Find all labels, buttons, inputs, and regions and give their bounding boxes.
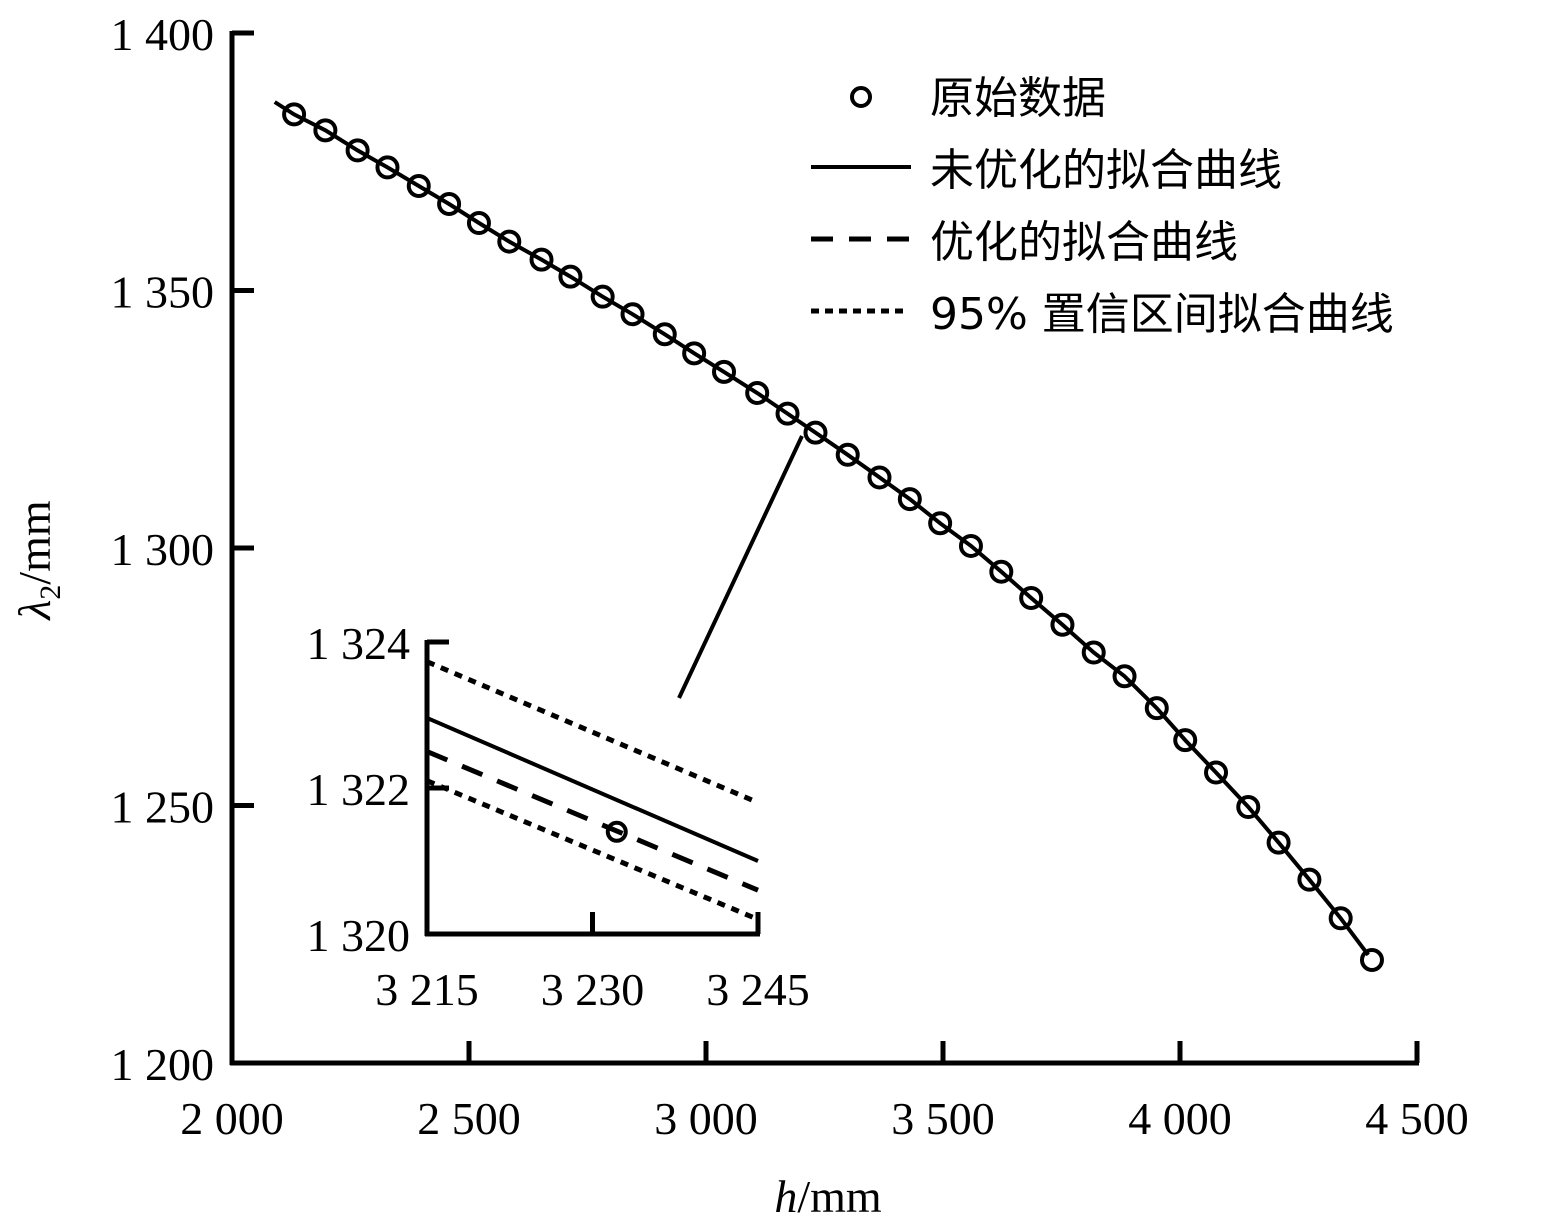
- data-point-marker: [345, 138, 370, 163]
- y-tick-label: 1 250: [111, 782, 215, 833]
- inset-series: [426, 659, 759, 922]
- inset-dashed-line: [426, 749, 759, 893]
- y-tick-label: 1 350: [111, 267, 215, 318]
- data-point-marker: [375, 155, 400, 180]
- legend-item-optimized-fit: 优化的拟合曲线: [811, 217, 1238, 268]
- x-tick-label: 4 500: [1365, 1093, 1469, 1144]
- data-point-marker: [1050, 612, 1075, 637]
- y-tick-label: 1 400: [111, 9, 215, 60]
- inset-y-tick-label: 1 320: [307, 910, 411, 961]
- legend-item-raw-data: 原始数据: [850, 73, 1106, 124]
- data-point-marker: [1266, 830, 1291, 855]
- x-axis-label: h/mm: [774, 1171, 882, 1222]
- x-tick-label: 4 000: [1128, 1093, 1232, 1144]
- data-point-marker: [958, 533, 983, 558]
- circle-marker-icon: [850, 86, 872, 108]
- x-tick-label: 3 500: [891, 1093, 995, 1144]
- y-tick-label: 1 200: [111, 1039, 215, 1090]
- data-point-marker: [313, 118, 338, 143]
- inset-x-tick-label: 3 245: [706, 964, 810, 1015]
- data-point-marker: [745, 380, 770, 405]
- inset-solid-line: [426, 716, 759, 863]
- data-point-marker: [775, 401, 800, 426]
- data-point-marker: [928, 511, 953, 536]
- data-point-marker: [406, 173, 431, 198]
- data-point-marker: [590, 284, 615, 309]
- data-point-marker: [1204, 760, 1229, 785]
- data-point-marker: [620, 302, 645, 327]
- legend-label: 优化的拟合曲线: [930, 217, 1238, 268]
- data-point-marker: [712, 359, 737, 384]
- inset-dotted-line: [426, 659, 759, 805]
- data-point-marker: [529, 247, 554, 272]
- y-tick-label: 1 300: [111, 524, 215, 575]
- data-point-marker: [1359, 948, 1384, 972]
- data-point-marker: [558, 264, 583, 289]
- data-point-marker: [497, 229, 522, 254]
- zoom-callout-line: [677, 435, 804, 699]
- data-point-marker: [1144, 696, 1169, 721]
- inset-data-point-marker: [605, 820, 628, 843]
- inset-y-tick-label: 1 324: [307, 618, 411, 669]
- data-point-marker: [1081, 640, 1106, 665]
- data-point-marker: [682, 341, 707, 366]
- legend-item-confidence-interval: 95% 置信区间拟合曲线: [811, 289, 1394, 340]
- legend-label: 未优化的拟合曲线: [930, 145, 1282, 196]
- main-plot-area: [273, 100, 1384, 972]
- data-point-marker: [652, 322, 677, 347]
- data-point-marker: [466, 211, 491, 236]
- y-ticks: 1 200 1 250 1 300 1 350 1 400: [111, 9, 254, 1090]
- legend-label: 原始数据: [930, 73, 1106, 124]
- data-point-marker: [1328, 906, 1353, 931]
- data-point-marker: [1112, 664, 1137, 689]
- legend: 原始数据 未优化的拟合曲线 优化的拟合曲线 95% 置信区间拟合曲线: [811, 73, 1394, 340]
- x-tick-label: 2 500: [417, 1093, 521, 1144]
- inset-y-tick-label: 1 322: [307, 764, 411, 815]
- inset-x-tick-label: 3 230: [541, 964, 645, 1015]
- data-point-marker: [989, 559, 1014, 584]
- legend-label: 95% 置信区间拟合曲线: [930, 289, 1394, 340]
- data-point-marker: [897, 487, 922, 512]
- y-axis-label: λ2/mm: [9, 500, 67, 621]
- x-tick-label: 2 000: [180, 1093, 284, 1144]
- inset-dotted-line: [426, 778, 759, 922]
- data-point-marker: [282, 102, 307, 127]
- data-point-marker: [1297, 867, 1322, 892]
- legend-item-unoptimized-fit: 未优化的拟合曲线: [811, 145, 1282, 196]
- data-point-marker: [867, 465, 892, 490]
- data-point-marker: [1173, 728, 1198, 753]
- data-point-marker: [835, 442, 860, 467]
- data-point-marker: [803, 420, 828, 445]
- inset-zoom-plot: 1 320 1 322 1 324 3 215 3 230 3 245: [307, 618, 810, 1015]
- data-point-marker: [1019, 585, 1044, 610]
- data-point-marker: [437, 191, 462, 216]
- fit-curve-line: [273, 100, 1370, 957]
- x-ticks: 2 000 2 500 3 000 3 500 4 000 4 500: [180, 1041, 1469, 1144]
- main-axes: 1 200 1 250 1 300 1 350 1 400 2 000 2 500 3 00…: [111, 9, 1469, 1144]
- x-tick-label: 3 000: [654, 1093, 758, 1144]
- data-point-marker: [1236, 795, 1261, 820]
- inset-x-tick-label: 3 215: [375, 964, 479, 1015]
- inset-ticks: 1 320 1 322 1 324 3 215 3 230 3 245: [307, 618, 810, 1015]
